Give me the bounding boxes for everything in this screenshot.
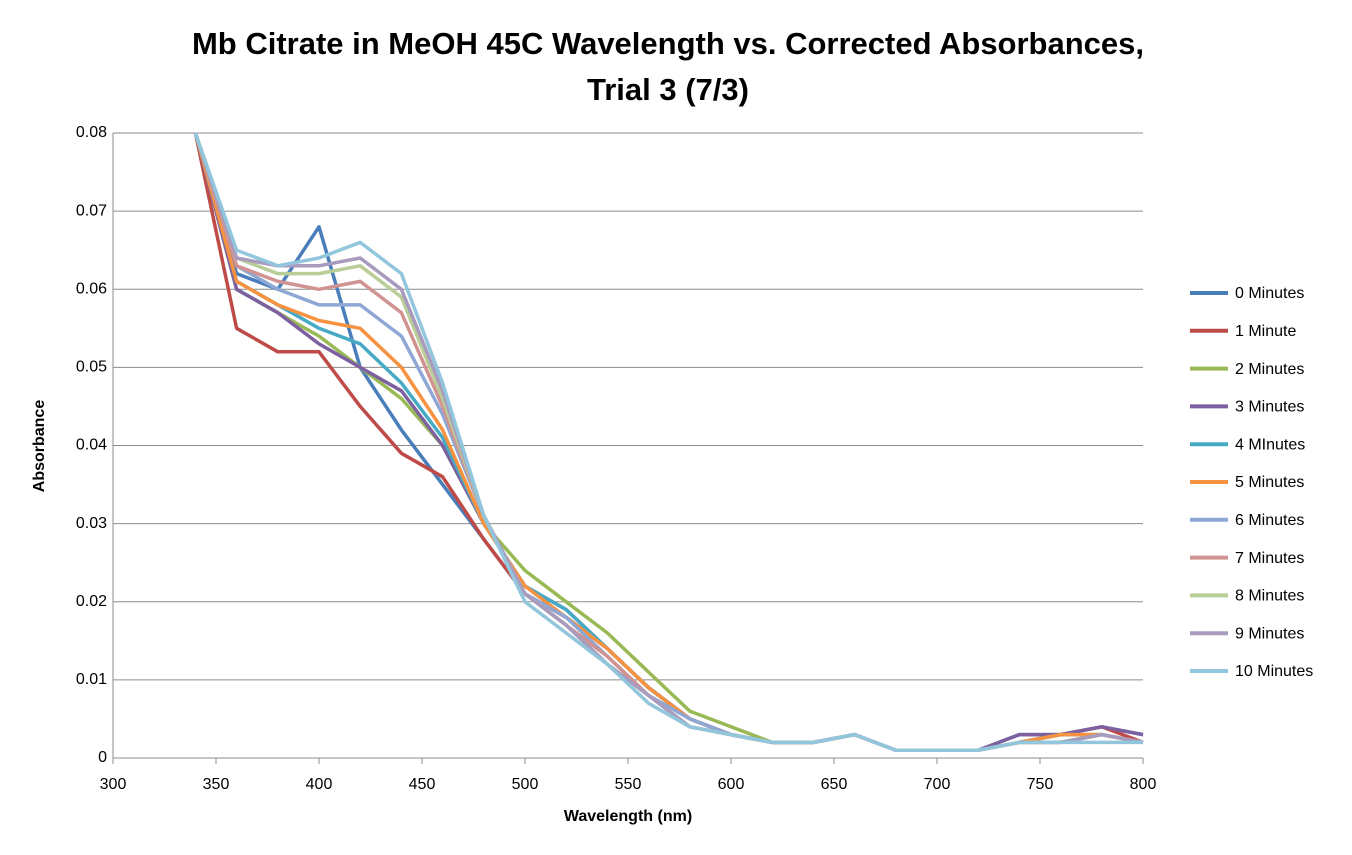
data-line bbox=[193, 132, 1144, 752]
legend-label: 8 Minutes bbox=[1235, 588, 1304, 605]
legend-label: 5 Minutes bbox=[1235, 474, 1304, 491]
x-tick-label: 800 bbox=[1130, 776, 1157, 793]
y-tick-label: 0 bbox=[98, 749, 107, 766]
data-line bbox=[193, 132, 1144, 752]
y-tick-label: 0.01 bbox=[76, 671, 107, 688]
y-tick-label: 0.03 bbox=[76, 515, 107, 532]
x-tick-label: 550 bbox=[615, 776, 642, 793]
x-tick-label: 700 bbox=[924, 776, 951, 793]
legend-label: 6 Minutes bbox=[1235, 512, 1304, 529]
y-axis-label: Absorbance bbox=[31, 400, 48, 493]
x-axis-label: Wavelength (nm) bbox=[564, 808, 692, 825]
data-line bbox=[193, 132, 1144, 752]
x-tick-label: 600 bbox=[718, 776, 745, 793]
data-line bbox=[193, 132, 1144, 752]
y-tick-label: 0.05 bbox=[76, 359, 107, 376]
data-line bbox=[193, 132, 1144, 752]
legend-label: 2 Minutes bbox=[1235, 361, 1304, 378]
y-tick-label: 0.07 bbox=[76, 202, 107, 219]
x-tick-label: 450 bbox=[409, 776, 436, 793]
legend-label: 10 Minutes bbox=[1235, 663, 1313, 680]
x-tick-label: 650 bbox=[821, 776, 848, 793]
y-tick-label: 0.06 bbox=[76, 280, 107, 297]
data-line bbox=[193, 132, 1144, 752]
legend-label: 4 MInutes bbox=[1235, 436, 1305, 453]
chart-title: Mb Citrate in MeOH 45C Wavelength vs. Co… bbox=[192, 26, 1144, 61]
data-line bbox=[193, 132, 1144, 752]
data-line bbox=[193, 132, 1144, 752]
x-tick-label: 350 bbox=[203, 776, 230, 793]
y-tick-label: 0.02 bbox=[76, 593, 107, 610]
data-line bbox=[193, 132, 1143, 752]
x-tick-label: 300 bbox=[100, 776, 127, 793]
legend-label: 7 Minutes bbox=[1235, 550, 1304, 567]
legend-label: 9 Minutes bbox=[1235, 625, 1304, 642]
x-tick-label: 400 bbox=[306, 776, 333, 793]
legend-label: 3 Minutes bbox=[1235, 399, 1304, 416]
x-tick-label: 750 bbox=[1027, 776, 1054, 793]
y-tick-label: 0.08 bbox=[76, 124, 107, 141]
chart-title: Trial 3 (7/3) bbox=[587, 72, 749, 107]
legend-label: 1 Minute bbox=[1235, 323, 1296, 340]
y-tick-label: 0.04 bbox=[76, 437, 107, 454]
legend-label: 0 Minutes bbox=[1235, 285, 1304, 302]
data-line bbox=[193, 132, 1144, 752]
x-tick-label: 500 bbox=[512, 776, 539, 793]
data-line bbox=[193, 132, 1144, 752]
